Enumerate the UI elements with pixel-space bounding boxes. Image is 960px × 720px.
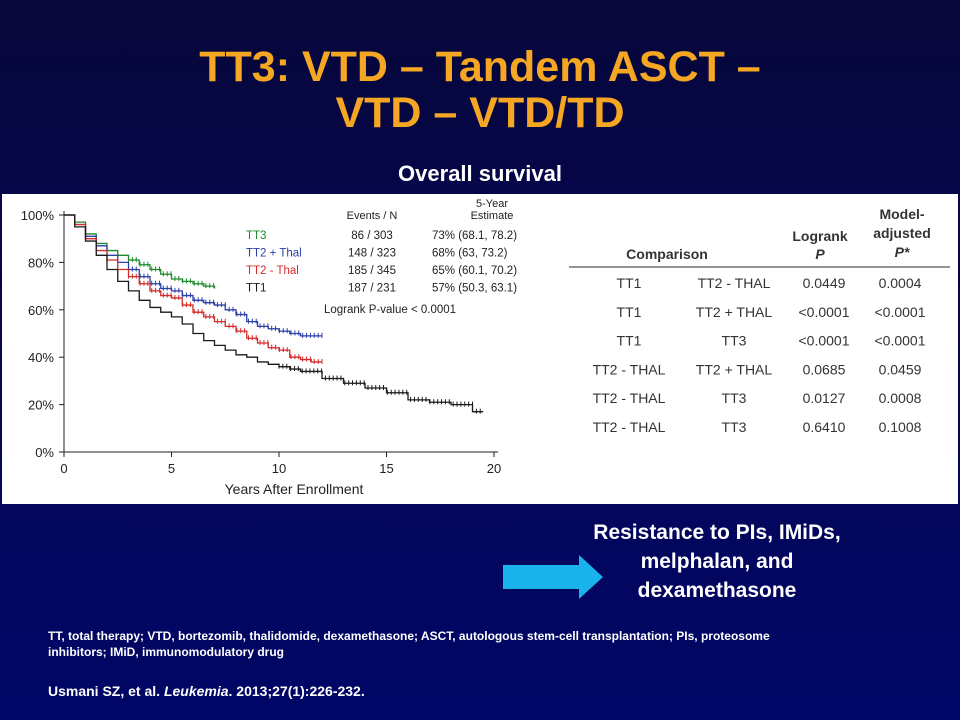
legend-series-estimate: 57% (50.3, 63.1) bbox=[432, 283, 517, 295]
legend-estimate-header-2: Estimate bbox=[471, 210, 514, 222]
comparison-table: Comparison Logrank P Model-adjusted P* TT1 TT2… bbox=[569, 206, 950, 435]
table-header-adjusted-2: adjusted bbox=[873, 225, 931, 241]
resistance-line-1: Resistance to PIs, IMiDs, bbox=[593, 521, 841, 544]
table-cell: TT2 - THAL bbox=[593, 361, 666, 377]
footnote-line-1: TT, total therapy; VTD, bortezomib, thal… bbox=[48, 629, 770, 643]
table-cell: TT2 - THAL bbox=[698, 275, 771, 291]
title-line-1: TT3: VTD – Tandem ASCT – bbox=[199, 43, 761, 91]
table-header-logrank-2: P bbox=[815, 246, 825, 262]
footnote-line-2: inhibitors; IMiD, immunomodulatory drug bbox=[48, 645, 284, 659]
legend-events-header: Events / N bbox=[347, 210, 398, 222]
table-cell: 0.0127 bbox=[803, 390, 846, 406]
table-cell: TT1 bbox=[617, 304, 642, 320]
table-cell: TT1 bbox=[617, 275, 642, 291]
table-header-comparison: Comparison bbox=[626, 246, 708, 262]
censor-marks bbox=[128, 266, 323, 338]
table-header-adjusted-1: Model- bbox=[879, 206, 924, 222]
table-cell: <0.0001 bbox=[799, 333, 850, 349]
censor-marks bbox=[128, 257, 215, 289]
legend-series-events: 86 / 303 bbox=[351, 230, 393, 242]
table-cell: 0.1008 bbox=[879, 419, 922, 435]
x-tick-label: 10 bbox=[272, 461, 286, 476]
table-cell: 0.0685 bbox=[803, 361, 846, 377]
y-tick-label: 60% bbox=[28, 303, 54, 318]
legend-series-estimate: 65% (60.1, 70.2) bbox=[432, 265, 517, 277]
legend-series-name: TT2 - Thal bbox=[246, 265, 299, 277]
table-cell: 0.0008 bbox=[879, 390, 922, 406]
legend-series-name: TT2 + Thal bbox=[246, 248, 302, 260]
table-cell: 0.0449 bbox=[803, 275, 846, 291]
table-cell: TT2 + THAL bbox=[696, 304, 773, 320]
legend-series-events: 185 / 345 bbox=[348, 265, 396, 277]
series-line-tt3 bbox=[64, 214, 216, 289]
abbreviations-footnote: TT, total therapy; VTD, bortezomib, thal… bbox=[48, 628, 928, 660]
figure-panel: 0% 20% 40% 60% 80% 100% 0 5 10 15 20 Years After En… bbox=[2, 194, 958, 504]
table-cell: TT3 bbox=[722, 390, 747, 406]
table-header-adjusted-3: P* bbox=[895, 244, 910, 260]
table-cell: 0.6410 bbox=[803, 419, 846, 435]
resistance-line-2: melphalan, and bbox=[640, 550, 794, 573]
table-cell: <0.0001 bbox=[875, 333, 926, 349]
table-cell: TT1 bbox=[617, 333, 642, 349]
survival-figure: 0% 20% 40% 60% 80% 100% 0 5 10 15 20 Years After En… bbox=[21, 198, 950, 497]
censor-marks bbox=[128, 273, 323, 364]
table-cell: <0.0001 bbox=[875, 304, 926, 320]
y-tick-label: 20% bbox=[28, 398, 54, 413]
logrank-annotation: Logrank P-value < 0.0001 bbox=[324, 304, 456, 316]
series-line-tt1 bbox=[64, 214, 484, 413]
y-tick-label: 100% bbox=[21, 208, 55, 223]
table-cell: TT3 bbox=[722, 333, 747, 349]
citation: Usmani SZ, et al. Leukemia. 2013;27(1):2… bbox=[48, 682, 748, 700]
x-tick-label: 5 bbox=[168, 461, 175, 476]
censor-marks bbox=[278, 363, 481, 414]
y-tick-label: 40% bbox=[28, 350, 54, 365]
slide-title: TT3: VTD – Tandem ASCT – VTD – VTD/TD bbox=[0, 44, 960, 136]
right-arrow-icon bbox=[503, 555, 603, 599]
x-tick-label: 15 bbox=[379, 461, 393, 476]
table-cell: TT2 - THAL bbox=[593, 390, 666, 406]
legend-series-events: 148 / 323 bbox=[348, 248, 396, 260]
legend-series-events: 187 / 231 bbox=[348, 283, 396, 295]
legend-series-estimate: 73% (68.1, 78.2) bbox=[432, 230, 517, 242]
table-cell: TT2 - THAL bbox=[593, 419, 666, 435]
y-tick-label: 80% bbox=[28, 255, 54, 270]
chart-subtitle: Overall survival bbox=[398, 161, 562, 186]
table-cell: <0.0001 bbox=[799, 304, 850, 320]
citation-authors: Usmani SZ, et al. bbox=[48, 683, 161, 699]
table-cell: TT2 + THAL bbox=[696, 361, 773, 377]
legend-series-name: TT3 bbox=[246, 230, 266, 242]
survival-plot: 0% 20% 40% 60% 80% 100% 0 5 10 15 20 Years After En… bbox=[21, 208, 501, 497]
resistance-line-3: dexamethasone bbox=[637, 579, 797, 602]
series-line-tt2-thal bbox=[64, 214, 322, 363]
resistance-text: Resistance to PIs, IMiDs, melphalan, and… bbox=[560, 518, 874, 605]
citation-details: . 2013;27(1):226-232. bbox=[228, 683, 365, 699]
table-header-logrank-1: Logrank bbox=[792, 228, 847, 244]
table-cell: TT3 bbox=[722, 419, 747, 435]
y-tick-label: 0% bbox=[35, 445, 54, 460]
x-tick-label: 20 bbox=[487, 461, 501, 476]
x-axis-label: Years After Enrollment bbox=[225, 481, 364, 497]
legend-series-estimate: 68% (63, 73.2) bbox=[432, 248, 508, 260]
citation-journal: Leukemia bbox=[163, 683, 229, 699]
legend-estimate-header-1: 5-Year bbox=[476, 198, 508, 210]
table-cell: 0.0459 bbox=[879, 361, 922, 377]
x-tick-label: 0 bbox=[60, 461, 67, 476]
legend-series-name: TT1 bbox=[246, 283, 266, 295]
table-cell: 0.0004 bbox=[879, 275, 922, 291]
title-line-2: VTD – VTD/TD bbox=[335, 89, 625, 137]
